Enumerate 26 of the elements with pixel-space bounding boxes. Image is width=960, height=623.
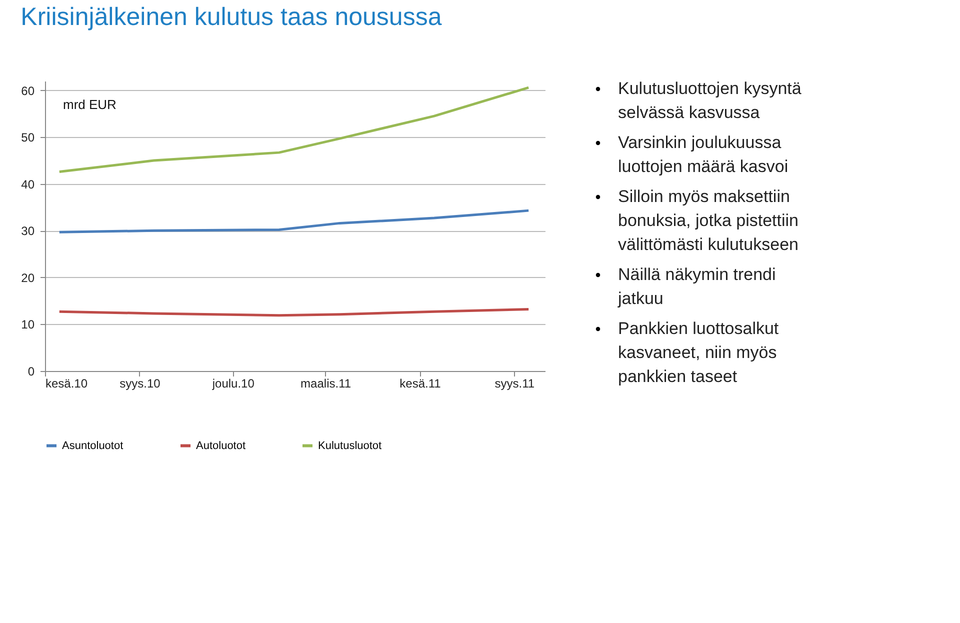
x-tick-label: kesä.11	[400, 376, 442, 390]
line-series	[58, 308, 530, 317]
legend-label: Kulutusluotot	[318, 440, 382, 452]
text: Pankkien luottosalkut kasvaneet, niin myös pankkien taseet	[618, 319, 779, 386]
x-tick-label: joulu.10	[211, 376, 255, 390]
chart-title: Kriisinjälkeinen kulutus taas nousussa	[20, 3, 442, 31]
x-tick-label: kesä.10	[46, 376, 88, 390]
text: Näillä näkymin trendi jatkuu	[617, 265, 776, 308]
line-series	[58, 86, 530, 173]
y-tick-label: 0	[28, 364, 35, 378]
legend-label: Autoluotot	[196, 440, 246, 452]
y-axis-title: mrd EUR	[63, 97, 116, 112]
y-tick-label: 40	[21, 177, 35, 192]
x-tick-label: syys.10	[120, 376, 161, 390]
y-tick-label: 10	[21, 318, 35, 332]
text: Varsinkin joulukuussa luottojen määrä kasvoi	[618, 133, 788, 176]
legend-label: Asuntoluotot	[62, 440, 124, 452]
y-tick-label: 60	[21, 84, 35, 98]
y-tick-label: 50	[21, 130, 35, 145]
text: Kulutusluottojen kysyntä selvässä kasvussa	[618, 79, 802, 122]
y-tick-label: 20	[21, 270, 35, 285]
x-tick-label: maalis.11	[300, 376, 352, 390]
x-tick-label: syys.11	[494, 376, 535, 390]
line-series	[58, 209, 530, 234]
y-tick-label: 30	[21, 224, 35, 238]
text: Silloin myös maksettiin bonuksia, jotka pistettiin välittömästi kulutukseen	[618, 187, 798, 254]
